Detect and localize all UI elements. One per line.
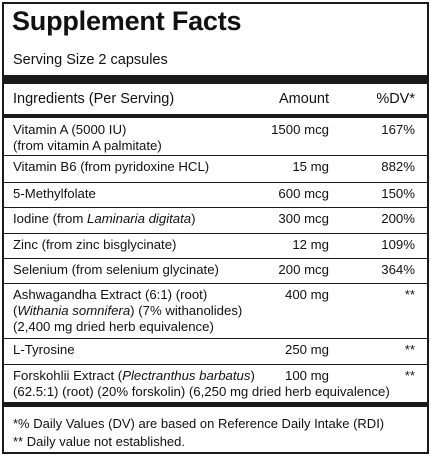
row-divider (4, 233, 427, 234)
bottom-divider (4, 402, 427, 407)
ingredient-name: L-Tyrosine (13, 342, 75, 357)
header-dv: %DV* (376, 91, 415, 107)
ingredient-amount: 200 mcg (278, 262, 329, 277)
ingredient-dv: 109% (381, 237, 415, 252)
ingredient-name: Selenium (from selenium glycinate) (13, 262, 219, 277)
ingredient-amount: 300 mcg (278, 211, 329, 226)
footnote-dv: *% Daily Values (DV) are based on Refere… (13, 416, 385, 431)
row-divider (4, 283, 427, 284)
ingredient-amount: 12 mg (292, 237, 329, 252)
ingredient-name: Vitamin B6 (from pyridoxine HCL) (13, 159, 210, 174)
header-amount: Amount (279, 91, 329, 107)
row-divider (4, 207, 427, 208)
table-header: Ingredients (Per Serving) Amount %DV* (4, 84, 427, 114)
row-divider (4, 364, 427, 365)
row-divider (4, 338, 427, 339)
ingredient-amount: 100 mg (285, 368, 329, 383)
ingredient-name: 5-Methylfolate (13, 186, 96, 201)
ingredient-name: Vitamin A (5000 IU) (from vitamin A palmi… (13, 122, 162, 153)
header-divider (4, 114, 427, 118)
ingredient-amount: 1500 mcg (271, 122, 329, 137)
ingredient-dv: ** (404, 342, 415, 357)
footnote-not-established: ** Daily value not established. (13, 434, 185, 449)
ingredient-name: Zinc (from zinc bisglycinate) (13, 237, 177, 252)
panel-title: Supplement Facts (12, 6, 242, 36)
ingredient-name: Iodine (from Laminaria digitata) (13, 211, 196, 226)
ingredient-dv: 882% (381, 159, 415, 174)
ingredient-amount: 400 mg (285, 287, 329, 302)
ingredient-amount: 250 mg (285, 342, 329, 357)
ingredient-name: Forskohlii Extract (Plectranthus barbatu… (13, 368, 390, 399)
ingredient-name: Ashwagandha Extract (6:1) (root) (Withani… (13, 287, 243, 334)
thick-divider (4, 75, 427, 84)
row-divider (4, 182, 427, 183)
ingredient-dv: 167% (381, 122, 415, 137)
header-ingredients: Ingredients (Per Serving) (13, 91, 175, 107)
ingredient-dv: 364% (381, 262, 415, 277)
ingredient-dv: 200% (381, 211, 415, 226)
row-divider (4, 155, 427, 156)
ingredient-dv: ** (404, 287, 415, 302)
row-divider (4, 258, 427, 259)
ingredient-amount: 600 mcg (278, 186, 329, 201)
ingredient-dv: ** (404, 368, 415, 383)
serving-size: Serving Size 2 capsules (13, 52, 168, 68)
ingredient-dv: 150% (381, 186, 415, 201)
ingredient-amount: 15 mg (292, 159, 329, 174)
